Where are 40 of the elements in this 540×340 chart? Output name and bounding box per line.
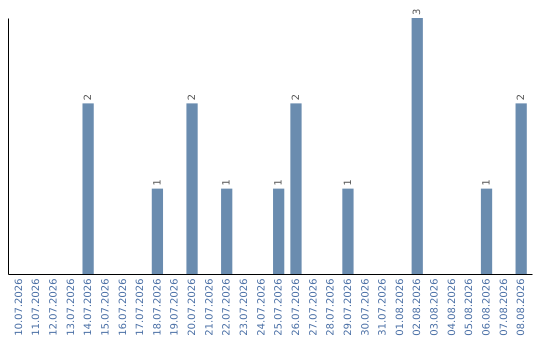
x-tick-label: 06.08.2026	[482, 278, 493, 336]
data-label: 1	[274, 179, 285, 186]
x-tick-label: 16.07.2026	[118, 278, 129, 336]
x-tick-label: 12.07.2026	[48, 278, 60, 336]
x-tick-label: 18.07.2026	[152, 278, 164, 336]
data-label: 2	[187, 94, 198, 100]
x-tick-label: 22.07.2026	[222, 278, 233, 336]
x-tick-label: 14.07.2026	[83, 278, 94, 336]
x-tick-label: 30.07.2026	[360, 278, 372, 336]
x-tick-label: 03.08.2026	[430, 278, 441, 336]
x-tick-label: 29.07.2026	[342, 278, 354, 336]
x-tick-label: 27.07.2026	[308, 278, 320, 336]
x-tick-label: 28.07.2026	[326, 278, 337, 336]
x-tick-label: 10.07.2026	[14, 278, 25, 336]
x-tick-label: 25.07.2026	[274, 278, 285, 336]
x-tick-label: 26.07.2026	[290, 278, 302, 336]
x-tick-label: 08.08.2026	[516, 278, 528, 336]
data-label: 3	[412, 8, 424, 15]
x-tick-label: 20.07.2026	[187, 278, 198, 336]
x-tick-label: 23.07.2026	[239, 278, 250, 336]
x-tick-label: 15.07.2026	[100, 278, 112, 336]
x-tick-label: 17.07.2026	[135, 278, 146, 336]
x-tick-label: 01.08.2026	[394, 278, 406, 336]
data-label: 2	[290, 94, 302, 100]
data-label: 1	[482, 179, 493, 186]
x-tick-label: 05.08.2026	[464, 278, 476, 336]
data-label: 1	[342, 179, 354, 186]
x-tick-label: 04.08.2026	[446, 278, 458, 336]
x-tick-label: 19.07.2026	[170, 278, 181, 336]
data-label: 2	[83, 94, 94, 100]
x-tick-label: 31.07.2026	[378, 278, 389, 336]
data-label: 1	[152, 179, 164, 186]
data-label: 1	[222, 179, 233, 186]
x-tick-label: 11.07.2026	[31, 278, 42, 336]
x-tick-label: 02.08.2026	[412, 278, 424, 336]
x-tick-label: 13.07.2026	[66, 278, 77, 336]
data-label: 2	[516, 94, 528, 100]
x-tick-label: 24.07.2026	[256, 278, 268, 336]
x-tick-label: 21.07.2026	[204, 278, 216, 336]
x-tick-label: 07.08.2026	[498, 278, 510, 336]
